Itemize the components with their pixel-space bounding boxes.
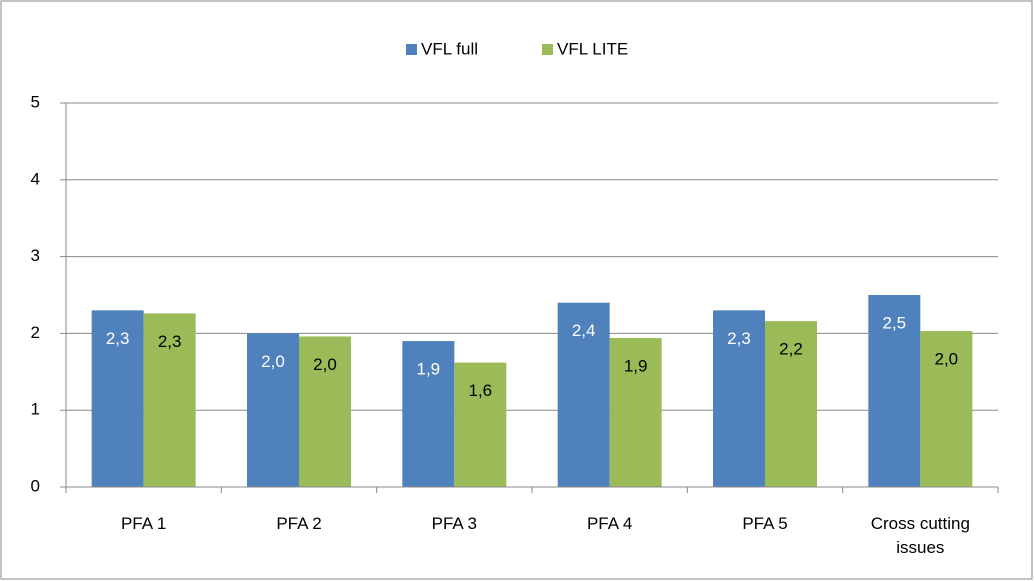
bar — [609, 338, 662, 487]
data-label: 2,0 — [313, 355, 337, 374]
x-tick-label: PFA 4 — [586, 514, 633, 533]
data-label: 2,2 — [779, 340, 803, 359]
bar — [713, 310, 765, 487]
data-label: 1,6 — [469, 381, 493, 400]
bar — [454, 362, 507, 487]
x-tick-label: PFA 1 — [120, 514, 167, 533]
data-label: 2,3 — [106, 329, 130, 348]
data-label: 2,5 — [883, 313, 907, 332]
x-tick-label: Cross cutting issues — [870, 514, 970, 557]
bar — [91, 310, 144, 487]
bar — [247, 333, 299, 487]
x-tick-label: PFA 3 — [431, 514, 478, 533]
data-label: 2,0 — [261, 352, 285, 371]
x-tick-label: PFA 5 — [742, 514, 788, 533]
bar — [920, 331, 973, 487]
legend-swatch — [542, 44, 553, 55]
legend-label: VFL full — [421, 39, 478, 58]
y-tick-label: 4 — [31, 169, 40, 188]
bar — [557, 302, 610, 487]
bar — [765, 321, 817, 487]
bar — [299, 336, 351, 487]
data-label: 2,3 — [158, 332, 182, 351]
legend-label: VFL LITE — [557, 39, 628, 58]
bar — [402, 341, 455, 487]
data-label: 2,0 — [935, 350, 959, 369]
y-tick-label: 1 — [31, 400, 40, 419]
x-tick-label: PFA 2 — [276, 514, 322, 533]
data-label: 2,4 — [572, 321, 596, 340]
y-tick-label: 0 — [31, 476, 40, 495]
y-tick-label: 2 — [31, 323, 40, 342]
bar — [143, 313, 196, 487]
y-tick-label: 3 — [31, 246, 40, 265]
data-label: 1,9 — [624, 356, 648, 375]
data-label: 1,9 — [417, 360, 441, 379]
data-label: 2,3 — [727, 329, 751, 348]
bar — [868, 295, 921, 487]
y-tick-label: 5 — [31, 92, 40, 111]
legend-swatch — [406, 44, 417, 55]
